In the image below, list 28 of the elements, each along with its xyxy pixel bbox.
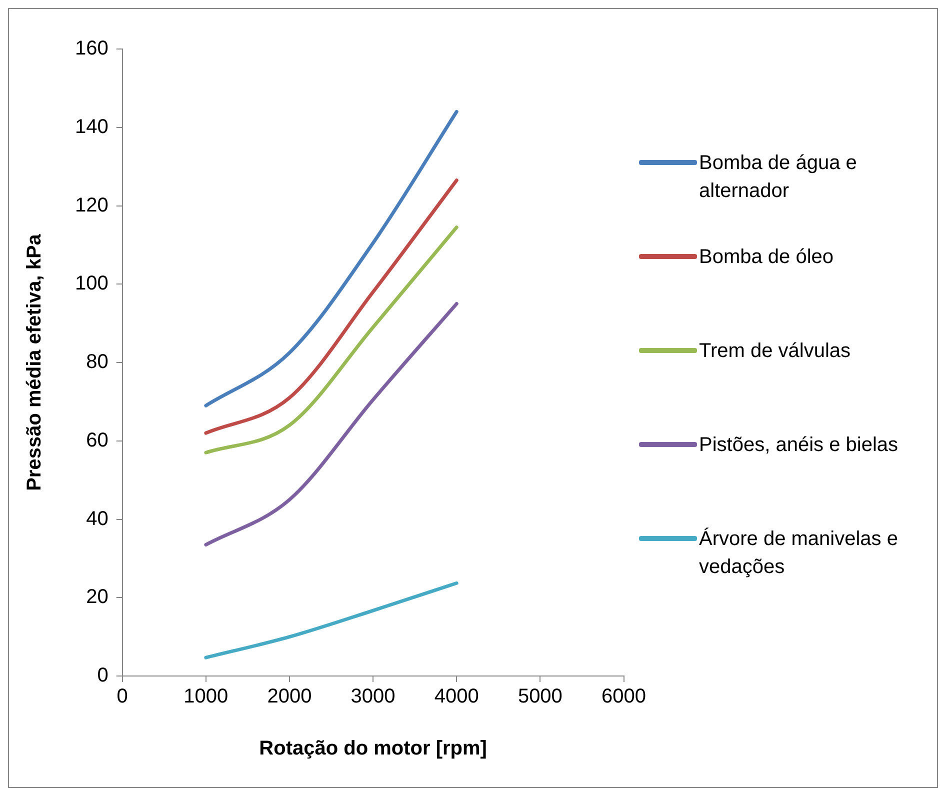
line-series	[204, 302, 458, 546]
x-tick-label: 5000	[518, 686, 562, 708]
y-tick-label: 60	[86, 429, 108, 452]
y-tick-label: 100	[74, 272, 108, 295]
y-tick-label: 40	[86, 508, 108, 530]
legend-label: Bomba de água e alternador	[699, 151, 858, 204]
x-tick-label: 1000	[184, 686, 228, 708]
y-tick-label: 160	[74, 38, 108, 60]
y-axis-title: Pressão média efetiva, kPa	[24, 233, 46, 491]
line-series	[204, 226, 458, 454]
legend-label: Trem de válvulas	[699, 339, 852, 364]
legend-label: Árvore de manivelas e vedações	[699, 526, 899, 580]
line-series	[204, 581, 458, 660]
legend-label: Bomba de óleo	[699, 245, 835, 270]
legend-label: Pistões, anéis e bielas	[699, 433, 900, 458]
y-tick-label: 120	[74, 194, 108, 216]
x-tick-label: 6000	[602, 686, 646, 708]
y-tick-label: 140	[74, 116, 108, 138]
y-tick-label: 20	[86, 586, 108, 608]
line-series	[204, 110, 458, 408]
x-tick-label: 3000	[350, 686, 396, 708]
y-tick-label: 80	[86, 351, 108, 374]
y-tick-label: 0	[97, 664, 108, 687]
x-axis-title: Rotação do motor [rpm]	[259, 738, 487, 760]
x-tick-label: 0	[116, 686, 128, 708]
x-tick-label: 2000	[267, 686, 312, 708]
x-tick-label: 4000	[434, 686, 479, 708]
line-series	[204, 178, 458, 435]
